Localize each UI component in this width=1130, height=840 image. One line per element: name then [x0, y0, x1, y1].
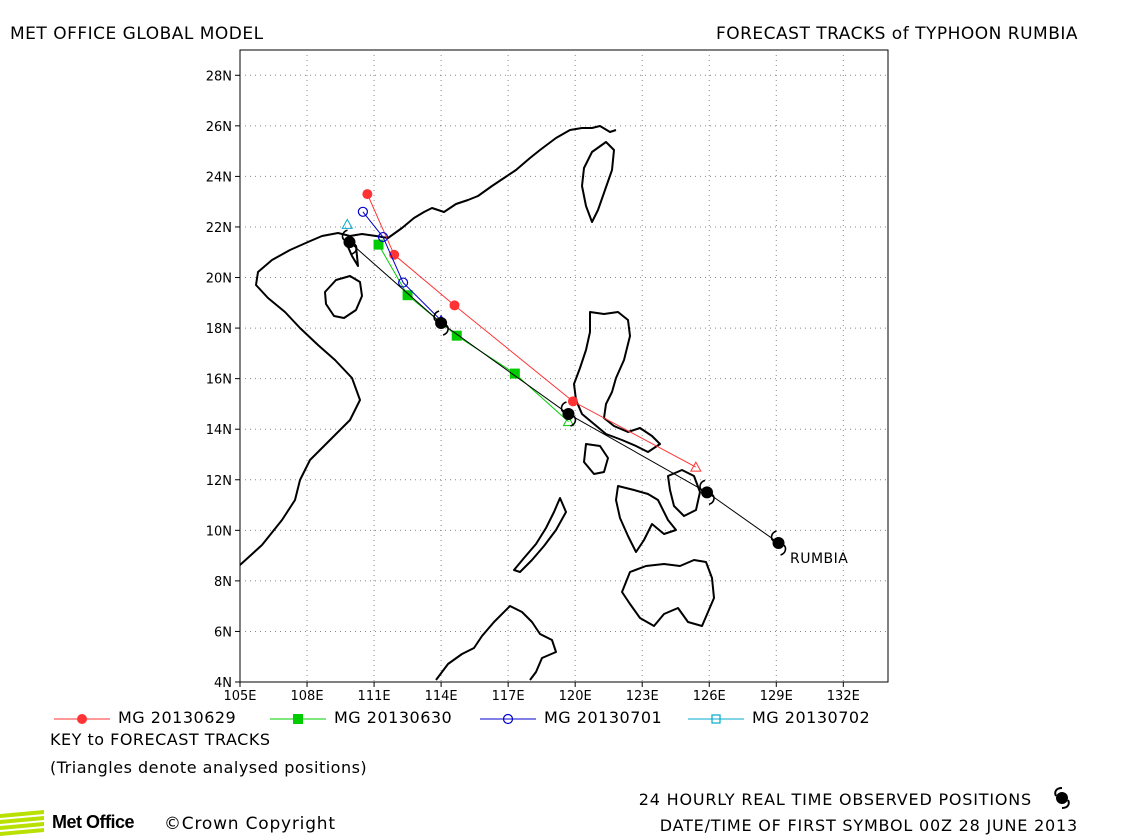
mindanao-island — [621, 559, 715, 627]
lon-tick-label: 114E — [425, 689, 458, 704]
legend-item: MG 20130630 — [268, 708, 452, 727]
lon-tick-label: 123E — [626, 689, 659, 704]
lat-tick-label: 6N — [214, 625, 232, 640]
lat-tick-label: 20N — [206, 272, 232, 287]
forecast-marker — [398, 277, 409, 288]
forecast-marker — [449, 300, 460, 311]
forecast-marker — [362, 189, 373, 200]
analysed-position-triangle — [689, 461, 702, 472]
storm-tracks — [341, 189, 787, 556]
analysed-position-triangle — [341, 218, 354, 229]
forecast-marker — [711, 713, 721, 724]
header-right-title: FORECAST TRACKS of TYPHOON RUMBIA — [715, 24, 1078, 44]
forecast-marker — [502, 713, 514, 724]
forecast-track — [341, 218, 354, 229]
lon-tick-label: 120E — [559, 689, 592, 704]
lon-tick-label: 117E — [492, 689, 525, 704]
header-left-title: MET OFFICE GLOBAL MODEL — [10, 24, 264, 44]
lon-tick-label: 105E — [223, 689, 256, 704]
copyright-text: ©Crown Copyright — [164, 814, 336, 834]
forecast-marker — [451, 330, 462, 341]
lat-tick-label: 26N — [206, 120, 232, 135]
typhoon-position-icon — [699, 479, 715, 506]
legend-label: MG 20130701 — [544, 708, 663, 727]
map-axis-ticks: 105E 108E 111E 114E 117E 120E 123E 126E 129E 132E… — [206, 69, 860, 704]
key-title: KEY to FORECAST TRACKS — [50, 730, 271, 749]
forecast-track-line — [366, 193, 697, 468]
lon-tick-label: 126E — [693, 689, 726, 704]
lon-tick-label: 129E — [760, 689, 793, 704]
legend-item: MG 20130629 — [52, 708, 236, 727]
forecast-marker — [77, 713, 87, 724]
borneo-coast — [435, 605, 557, 681]
samar-island — [667, 469, 701, 517]
legend-label: MG 20130702 — [752, 708, 871, 727]
forecast-track — [357, 206, 447, 325]
met-office-logo-icon — [0, 810, 44, 836]
mainland-coast — [239, 125, 617, 566]
typhoon-position-icon — [433, 310, 449, 336]
forecast-marker — [509, 368, 520, 379]
lon-tick-label: 132E — [827, 689, 860, 704]
typhoon-position-icon — [560, 401, 577, 427]
taiwan-island — [581, 141, 615, 223]
map-frame — [239, 49, 889, 683]
hainan-island — [324, 275, 363, 319]
legend-marker-icon — [688, 713, 744, 724]
key-note: (Triangles denote analysed positions) — [50, 758, 368, 777]
lat-tick-label: 22N — [206, 221, 232, 236]
typhoon-position-icon — [770, 530, 787, 556]
typhoon-position-icon — [341, 229, 358, 255]
forecast-marker — [377, 231, 389, 243]
forecast-track-line — [378, 244, 569, 422]
observed-positions-label: 24 HOURLY REAL TIME OBSERVED POSITIONS — [638, 790, 1032, 809]
lat-tick-label: 4N — [214, 676, 232, 691]
forecast-marker — [567, 396, 578, 407]
lat-tick-label: 16N — [206, 373, 232, 388]
lon-tick-label: 111E — [358, 689, 391, 704]
forecast-marker — [402, 290, 413, 301]
palawan-island — [513, 497, 567, 573]
storm-label: RUMBIA — [790, 551, 848, 567]
lat-tick-label: 8N — [214, 575, 232, 590]
lat-tick-label: 28N — [206, 69, 232, 84]
forecast-marker — [293, 713, 303, 724]
map-grid — [240, 50, 888, 682]
forecast-marker — [357, 206, 368, 217]
luzon-island — [573, 311, 661, 453]
coastlines — [239, 125, 715, 681]
first-symbol-datetime: DATE/TIME OF FIRST SYMBOL 00Z 28 JUNE 20… — [659, 816, 1078, 835]
lat-tick-label: 10N — [206, 524, 232, 539]
legend-label: MG 20130629 — [118, 708, 237, 727]
legend-label: MG 20130630 — [334, 708, 453, 727]
typhoon-symbol-icon — [1054, 787, 1070, 809]
forecast-marker — [373, 239, 384, 250]
lat-tick-label: 12N — [206, 474, 232, 489]
legend-marker-icon — [54, 713, 110, 724]
legend-item: MG 20130701 — [478, 708, 662, 727]
observed-track — [341, 229, 787, 556]
legend-marker-icon — [480, 713, 536, 724]
lat-tick-label: 24N — [206, 170, 232, 185]
analysed-position-triangle — [562, 415, 575, 427]
legend-item: MG 20130702 — [686, 708, 870, 727]
lat-tick-label: 14N — [206, 423, 232, 438]
lat-tick-label: 18N — [206, 322, 232, 337]
mindoro-island — [583, 443, 609, 475]
legend-marker-icon — [270, 713, 326, 724]
lon-tick-label: 108E — [291, 689, 324, 704]
visayas-islands — [615, 485, 677, 553]
forecast-track-line — [362, 211, 442, 321]
met-office-logo-text: Met Office — [52, 812, 135, 832]
forecast-track — [373, 239, 575, 427]
